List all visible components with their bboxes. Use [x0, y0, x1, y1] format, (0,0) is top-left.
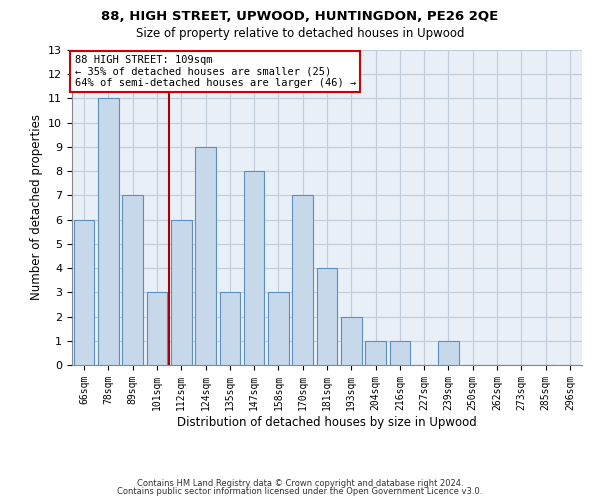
Bar — [74, 220, 94, 365]
Bar — [171, 220, 191, 365]
Text: Contains public sector information licensed under the Open Government Licence v3: Contains public sector information licen… — [118, 487, 482, 496]
Bar — [195, 147, 216, 365]
Text: 88, HIGH STREET, UPWOOD, HUNTINGDON, PE26 2QE: 88, HIGH STREET, UPWOOD, HUNTINGDON, PE2… — [101, 10, 499, 23]
Bar — [365, 341, 386, 365]
Bar — [317, 268, 337, 365]
Bar — [98, 98, 119, 365]
Bar — [122, 196, 143, 365]
Text: Contains HM Land Registry data © Crown copyright and database right 2024.: Contains HM Land Registry data © Crown c… — [137, 478, 463, 488]
Bar — [438, 341, 459, 365]
X-axis label: Distribution of detached houses by size in Upwood: Distribution of detached houses by size … — [177, 416, 477, 428]
Bar — [341, 316, 362, 365]
Text: Size of property relative to detached houses in Upwood: Size of property relative to detached ho… — [136, 28, 464, 40]
Y-axis label: Number of detached properties: Number of detached properties — [29, 114, 43, 300]
Text: 88 HIGH STREET: 109sqm
← 35% of detached houses are smaller (25)
64% of semi-det: 88 HIGH STREET: 109sqm ← 35% of detached… — [74, 54, 356, 88]
Bar — [244, 171, 265, 365]
Bar — [292, 196, 313, 365]
Bar — [389, 341, 410, 365]
Bar — [268, 292, 289, 365]
Bar — [220, 292, 240, 365]
Bar — [146, 292, 167, 365]
